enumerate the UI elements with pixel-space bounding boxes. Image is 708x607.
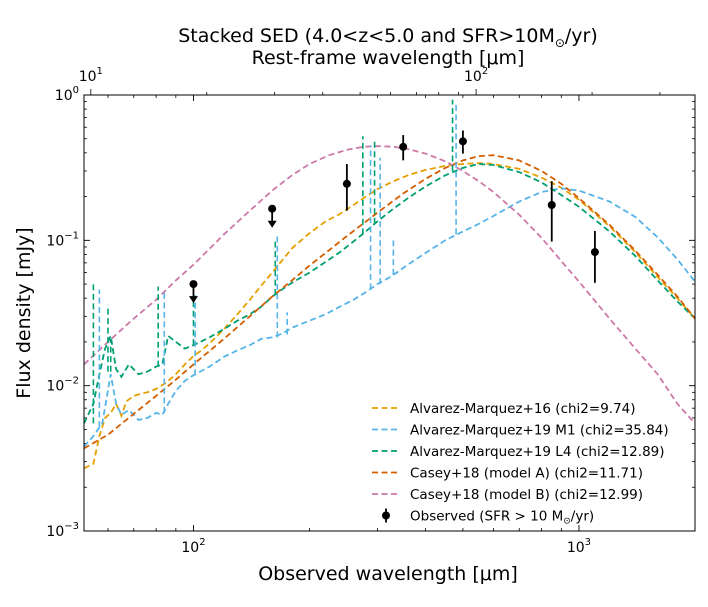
- top-tick-label: 101: [79, 66, 103, 85]
- series-line: [84, 154, 695, 450]
- legend: Alvarez-Marquez+16 (chi2=9.74) Alvarez-Ma…: [372, 401, 669, 527]
- upper-limit-arrow: [267, 220, 277, 228]
- series-line: [84, 145, 695, 425]
- x-tick-label: 103: [567, 537, 591, 556]
- y-tick-label: 100: [55, 85, 79, 104]
- y-tick-label: 10−1: [46, 230, 79, 249]
- legend-label: Alvarez-Marquez+16 (chi2=9.74): [410, 401, 636, 417]
- observed-point: [342, 179, 351, 188]
- legend-label: Casey+18 (model A) (chi2=11.71): [410, 466, 643, 482]
- top-tick-label: 102: [464, 66, 488, 85]
- observed-point: [189, 280, 198, 289]
- observed-point: [547, 201, 556, 210]
- observed-points: [188, 130, 599, 304]
- legend-label-observed: Observed (SFR > 10 M⊙/yr): [410, 509, 594, 527]
- series-line: [84, 163, 695, 424]
- plot-frame: [83, 94, 696, 532]
- observed-point: [268, 204, 277, 213]
- chart-title: Stacked SED (4.0<z<5.0 and SFR>10M⊙/yr): [178, 25, 598, 50]
- y-tick-label: 10−3: [46, 521, 79, 540]
- x-axis-label: Observed wavelength [μm]: [258, 563, 518, 585]
- legend-label: Casey+18 (model B) (chi2=12.99): [410, 487, 643, 503]
- x-tick-label: 102: [181, 537, 205, 556]
- series-layer: [84, 99, 695, 470]
- series-line: [84, 162, 695, 470]
- legend-label: Alvarez-Marquez+19 M1 (chi2=35.84): [410, 423, 669, 439]
- y-axis-label: Flux density [mJy]: [13, 227, 35, 398]
- observed-point: [590, 248, 599, 257]
- legend-label: Alvarez-Marquez+19 L4 (chi2=12.89): [410, 444, 665, 460]
- upper-limit-arrow: [188, 296, 198, 304]
- observed-point: [399, 142, 408, 151]
- observed-point: [458, 137, 467, 146]
- legend-swatch-point: [382, 511, 390, 520]
- top-axis-label: Rest-frame wavelength [μm]: [252, 47, 525, 69]
- y-tick-label: 10−2: [46, 376, 79, 395]
